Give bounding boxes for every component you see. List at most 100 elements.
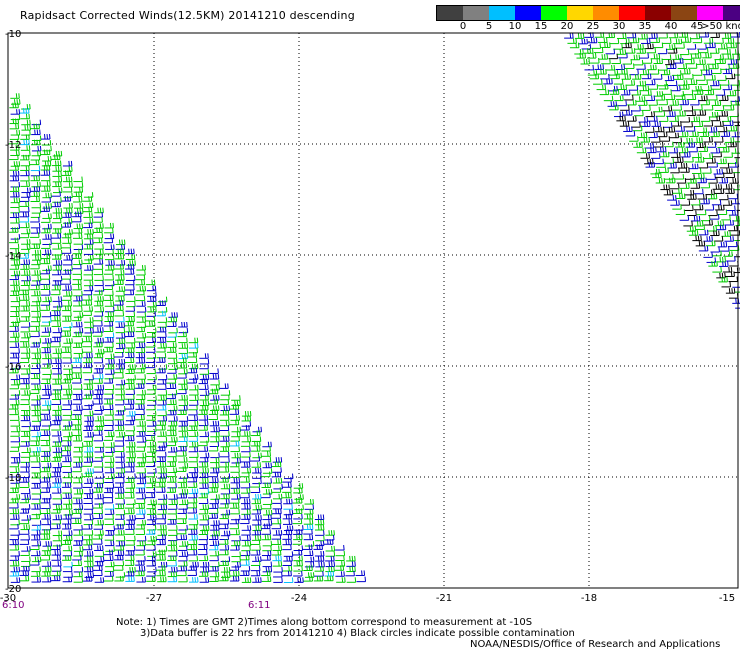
wind-barb [82, 347, 93, 353]
wind-barb [20, 399, 30, 406]
wind-barb [10, 280, 20, 286]
wind-barb [73, 321, 83, 328]
wind-barb [314, 514, 325, 521]
wind-barb [72, 373, 83, 379]
wind-barb [177, 409, 187, 416]
wind-barb [293, 555, 303, 562]
wind-barb [61, 425, 72, 431]
map-grid [8, 33, 738, 588]
wind-barb [124, 263, 135, 270]
wind-barb [620, 89, 631, 96]
wind-barb [674, 58, 684, 64]
wind-barb [51, 482, 61, 488]
wind-barb [51, 310, 61, 317]
wind-barb [103, 393, 114, 400]
wind-barb [156, 326, 167, 333]
wind-barb [638, 33, 648, 40]
wind-barb [147, 514, 157, 521]
wind-barb [51, 201, 61, 208]
wind-barb [105, 306, 115, 313]
wind-barb [633, 59, 644, 66]
wind-barb [21, 546, 31, 552]
wind-barb [146, 430, 156, 437]
wind-barb [146, 400, 157, 406]
wind-barb [20, 295, 30, 301]
wind-barb [315, 561, 325, 568]
wind-barb [651, 153, 661, 159]
wind-barb [135, 289, 145, 296]
wind-barb [115, 379, 126, 386]
wind-barb [145, 315, 156, 322]
wind-barb [724, 104, 735, 111]
wind-barb [188, 513, 198, 520]
wind-barb [114, 305, 124, 311]
wind-barb [156, 482, 166, 488]
wind-barb [167, 545, 178, 552]
wind-barb [145, 342, 156, 348]
wind-barb [31, 306, 41, 312]
wind-barb [685, 126, 696, 132]
wind-barb [261, 570, 271, 577]
wind-barb [52, 197, 62, 203]
wind-barb [104, 290, 114, 296]
wind-barb [62, 295, 72, 301]
credit-line: NOAA/NESDIS/Office of Research and Appli… [470, 639, 721, 650]
wind-barb [283, 504, 293, 510]
wind-barb [272, 530, 283, 536]
wind-barb [646, 47, 657, 54]
wind-barb [31, 394, 41, 401]
wind-barb [293, 487, 303, 494]
wind-barb [189, 395, 199, 401]
wind-barb [716, 256, 727, 263]
wind-barb [650, 53, 661, 60]
wind-barb [712, 151, 722, 158]
wind-barb [104, 530, 115, 536]
wind-barb [644, 127, 655, 133]
wind-barb [52, 493, 62, 500]
wind-barb [241, 498, 251, 505]
wind-barb [125, 279, 135, 286]
wind-barb [241, 509, 251, 515]
wind-barb [638, 117, 649, 123]
wind-barb [241, 525, 252, 531]
wind-barb [31, 145, 42, 152]
legend-swatch [515, 6, 541, 20]
wind-barb [104, 311, 115, 318]
wind-barb [72, 513, 82, 519]
wind-barb [597, 69, 607, 75]
wind-barb [703, 104, 714, 111]
wind-barb [42, 296, 52, 303]
wind-barb [10, 332, 20, 338]
wind-barb [21, 405, 31, 412]
wind-barb [198, 498, 209, 505]
wind-barb [19, 575, 30, 582]
wind-barb [84, 410, 94, 417]
wind-barb [83, 384, 94, 390]
wind-barb [125, 477, 135, 483]
wind-barb [156, 549, 166, 556]
wind-barb [188, 441, 199, 448]
wind-barb [40, 284, 51, 290]
wind-barb [700, 198, 710, 205]
lon-tick-label: -15 [719, 593, 735, 604]
wind-barb [591, 43, 602, 49]
wind-barb [660, 136, 671, 142]
wind-barb [653, 42, 664, 49]
wind-barb [20, 342, 30, 348]
wind-barb [262, 462, 273, 469]
wind-barb [136, 431, 146, 437]
wind-barb [10, 93, 20, 99]
legend-swatch [437, 6, 463, 20]
wind-barb [178, 545, 188, 551]
wind-barb [209, 482, 219, 489]
wind-barb [30, 232, 40, 238]
wind-barb [30, 216, 40, 223]
wind-barb [156, 352, 167, 359]
wind-barb [731, 131, 740, 138]
wind-barb [41, 472, 52, 479]
wind-barb [178, 426, 188, 432]
wind-barb [93, 393, 103, 400]
wind-barb [252, 452, 262, 459]
wind-barb [83, 233, 94, 240]
legend-swatch [671, 6, 697, 20]
